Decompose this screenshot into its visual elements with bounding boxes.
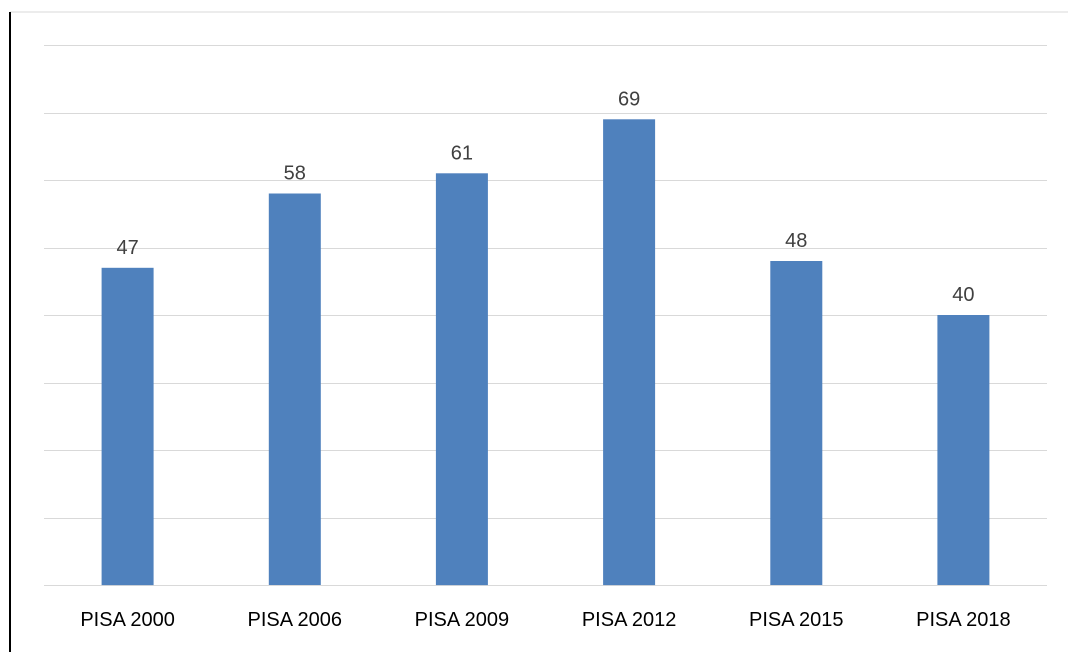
- data-label: 61: [451, 142, 473, 164]
- x-tick-label: PISA 2000: [80, 609, 175, 631]
- data-label: 40: [952, 284, 974, 306]
- bar-pisa-2006: [268, 193, 321, 585]
- data-labels: 47 58 61 69 48 40: [116, 88, 974, 306]
- x-tick-label: PISA 2006: [248, 609, 343, 631]
- data-label: 69: [618, 88, 640, 110]
- data-label: 48: [785, 230, 807, 252]
- bar-pisa-2015: [770, 261, 823, 585]
- x-tick-label: PISA 2015: [749, 609, 844, 631]
- bar-pisa-2000: [101, 267, 154, 586]
- x-axis-tick-labels: PISA 2000 PISA 2006 PISA 2009 PISA 2012 PISA…: [80, 609, 1010, 631]
- data-label: 58: [284, 163, 306, 185]
- x-tick-label: PISA 2012: [582, 609, 677, 631]
- x-tick-label: PISA 2009: [415, 609, 510, 631]
- x-tick-label: PISA 2018: [916, 609, 1011, 631]
- bar-pisa-2009: [435, 173, 488, 586]
- gridlines: [44, 45, 1047, 586]
- bars: [101, 119, 990, 586]
- frame-lines: [9, 11, 1068, 652]
- bar-pisa-2018: [937, 315, 990, 585]
- data-label: 47: [116, 237, 138, 259]
- bar-pisa-2012: [603, 119, 656, 586]
